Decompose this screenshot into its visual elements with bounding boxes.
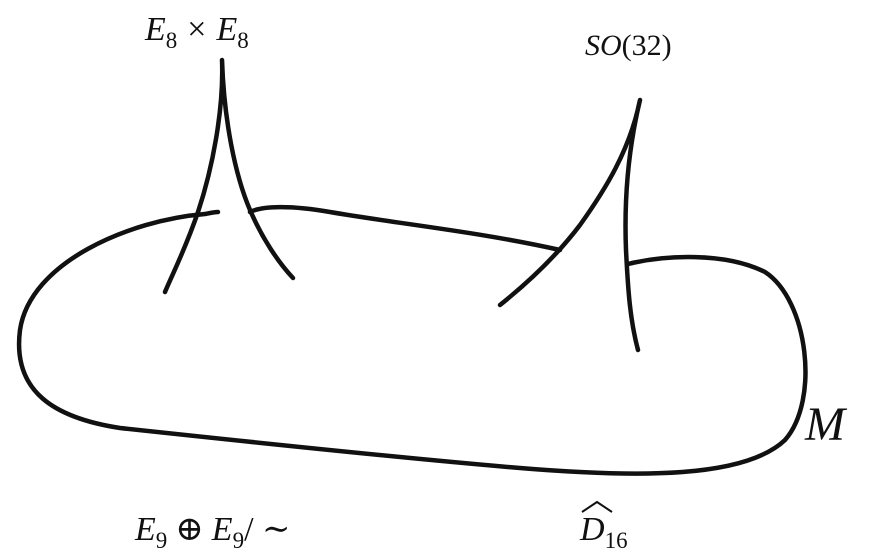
label-part: 8: [166, 28, 178, 53]
hat: [581, 500, 613, 513]
manifold-label: M: [804, 398, 848, 451]
moduli-space-outline: [16, 204, 808, 476]
label-so32: SO(32): [585, 29, 672, 62]
label-part: E: [211, 511, 233, 548]
label-part: SO: [585, 29, 622, 62]
label-part: 8: [237, 28, 249, 53]
label-part: ×: [187, 11, 206, 48]
label-part: (32): [622, 29, 672, 62]
label-part: D: [579, 511, 605, 548]
e8-cusp: [162, 57, 296, 295]
label-e9-sum: E9 ⊕ E9/ ∼: [134, 511, 291, 552]
label-part: / ∼: [244, 511, 290, 548]
label-part: E: [144, 11, 166, 48]
label-part: E: [134, 511, 156, 548]
label-d16: D16: [579, 511, 628, 552]
so32-cusp: [497, 97, 643, 353]
label-part: 9: [233, 528, 245, 552]
label-part: E: [215, 11, 237, 48]
label-e8xe8: E8 × E8: [144, 11, 249, 53]
label-part: 16: [605, 528, 628, 552]
label-part: ⊕: [175, 511, 204, 548]
label-part: 9: [156, 528, 168, 552]
